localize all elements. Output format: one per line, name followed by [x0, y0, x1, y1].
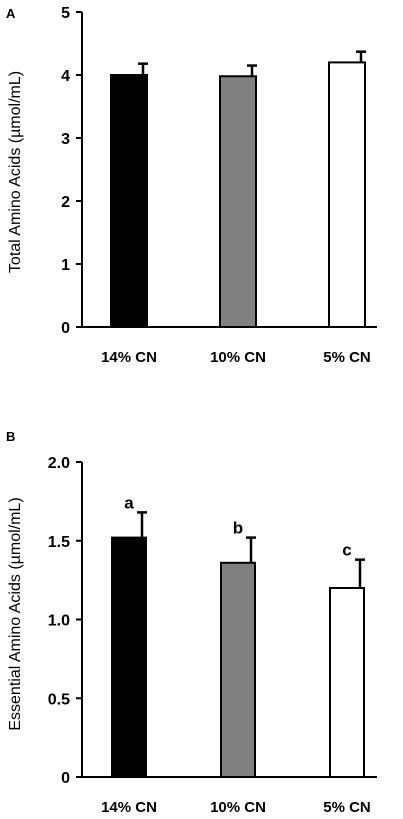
x-tick-label: 5% CN	[323, 349, 371, 366]
bar	[111, 536, 147, 778]
significance-letter: a	[124, 493, 134, 512]
x-tick-label: 14% CN	[101, 349, 157, 366]
y-tick-label: 1.0	[48, 613, 70, 630]
panel-a-x-ticks: 14% CN 10% CN 5% CN	[101, 349, 371, 366]
bar	[328, 61, 366, 329]
bar	[219, 75, 257, 329]
y-tick-label: 0	[61, 320, 70, 337]
panel-b-y-axis-label: Essential Amino Acids (µmol/mL)	[7, 497, 24, 730]
x-tick-label: 14% CN	[101, 799, 157, 816]
bar	[220, 561, 256, 778]
panel-a-y-axis-label: Total Amino Acids (µmol/mL)	[7, 71, 24, 273]
panel-a-bars	[110, 61, 366, 329]
x-tick-label: 10% CN	[210, 349, 266, 366]
y-tick-label: 0	[61, 770, 70, 787]
panel-b-error-bars	[137, 511, 365, 588]
bar	[329, 587, 365, 778]
panel-b-y-ticks: 0 0.5 1.0 1.5 2.0	[48, 455, 82, 787]
panel-b-x-ticks: 14% CN 10% CN 5% CN	[101, 799, 371, 816]
panel-a-chart: A Total Amino Acids (µmol/mL) 0 1 2 3 4 5 14%…	[6, 5, 377, 366]
x-tick-label: 10% CN	[210, 799, 266, 816]
panel-b-annotations: a b c	[124, 493, 351, 559]
significance-letter: b	[233, 519, 243, 538]
y-tick-label: 5	[61, 5, 70, 22]
panel-a-y-ticks: 0 1 2 3 4 5	[61, 5, 82, 337]
y-tick-label: 2	[61, 194, 70, 211]
x-tick-label: 5% CN	[323, 799, 371, 816]
y-tick-label: 2.0	[48, 455, 70, 472]
bar	[110, 74, 148, 328]
y-tick-label: 0.5	[48, 691, 70, 708]
panel-b-bars	[111, 536, 365, 778]
panel-b-chart: B Essential Amino Acids (µmol/mL) 0 0.5 1.…	[6, 429, 377, 816]
panel-a-label: A	[6, 6, 16, 21]
y-tick-label: 1.5	[48, 534, 70, 551]
panel-b-label: B	[6, 429, 15, 444]
y-tick-label: 3	[61, 131, 70, 148]
y-tick-label: 4	[61, 68, 70, 85]
significance-letter: c	[342, 541, 351, 560]
y-tick-label: 1	[61, 257, 70, 274]
panel-a-error-bars	[138, 50, 366, 77]
